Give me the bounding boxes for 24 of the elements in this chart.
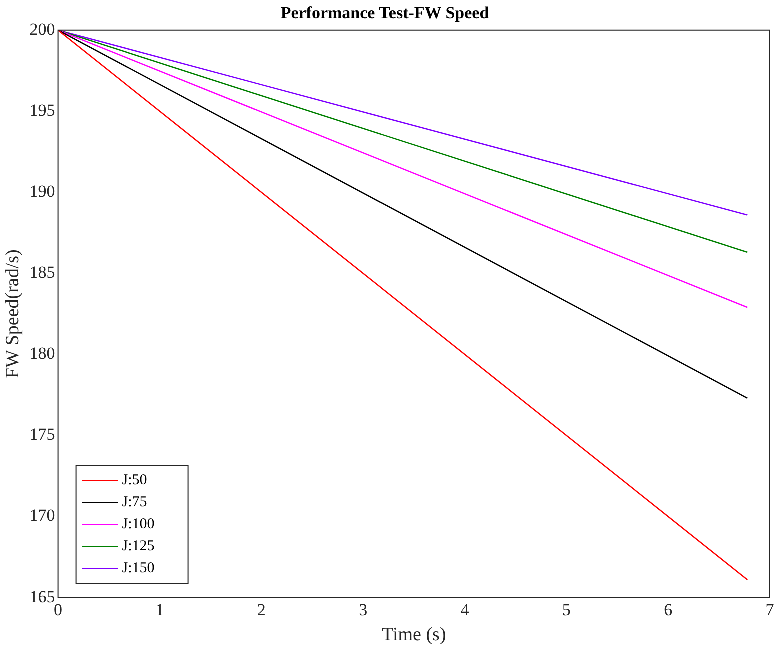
x-tick-label: 3	[359, 600, 368, 620]
legend-label: J:125	[122, 538, 155, 555]
legend-label: J:50	[122, 472, 148, 489]
y-tick-label: 180	[30, 344, 56, 364]
x-tick-label: 5	[562, 600, 571, 620]
chart-title: Performance Test-FW Speed	[280, 4, 490, 23]
x-tick-label: 0	[54, 600, 63, 620]
y-tick-label: 200	[30, 20, 56, 39]
y-axis-title: FW Speed(rad/s)	[2, 250, 24, 379]
legend-label: J:100	[122, 516, 155, 533]
x-tick-label: 2	[257, 600, 266, 620]
y-tick-label: 190	[30, 182, 56, 201]
legend-label: J:75	[122, 494, 148, 511]
y-tick-label: 165	[30, 587, 56, 606]
x-axis-title: Time (s)	[382, 624, 446, 646]
x-tick-label: 6	[664, 600, 673, 620]
y-tick-label: 195	[30, 100, 56, 120]
y-tick-label: 170	[30, 506, 56, 526]
legend-label: J:150	[122, 560, 155, 577]
x-tick-label: 7	[766, 600, 775, 620]
x-tick-label: 1	[156, 600, 164, 620]
x-tick-label: 4	[460, 600, 470, 620]
y-tick-label: 175	[30, 425, 56, 444]
y-tick-label: 185	[30, 263, 56, 282]
